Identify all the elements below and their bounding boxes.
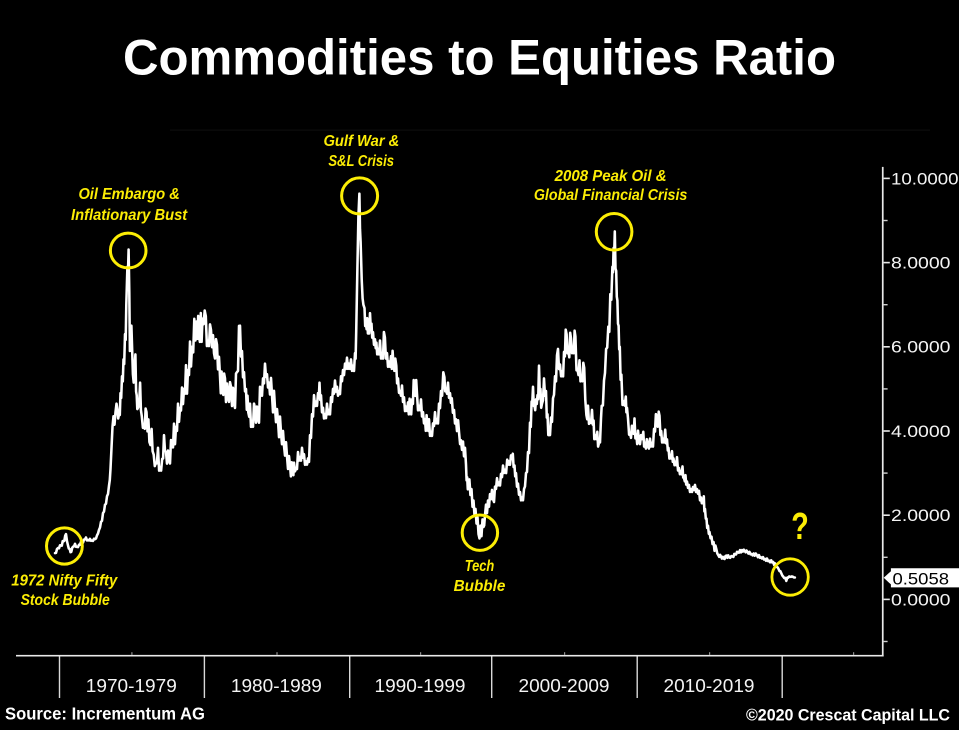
svg-text:1980-1989: 1980-1989 bbox=[231, 675, 322, 696]
svg-text:1990-1999: 1990-1999 bbox=[375, 675, 466, 696]
svg-text:0.5058: 0.5058 bbox=[893, 570, 950, 589]
svg-text:6.0000: 6.0000 bbox=[891, 339, 951, 357]
svg-text:Gulf War &: Gulf War & bbox=[323, 133, 399, 150]
svg-text:Bubble: Bubble bbox=[454, 578, 506, 595]
svg-text:Tech: Tech bbox=[465, 558, 495, 575]
svg-text:2008 Peak Oil &: 2008 Peak Oil & bbox=[554, 168, 667, 185]
svg-text:8.0000: 8.0000 bbox=[891, 255, 951, 273]
svg-text:Stock Bubble: Stock Bubble bbox=[21, 592, 111, 609]
svg-text:0.0000: 0.0000 bbox=[891, 591, 951, 609]
svg-text:Oil Embargo &: Oil Embargo & bbox=[78, 186, 179, 203]
svg-text:2010-2019: 2010-2019 bbox=[664, 675, 755, 696]
svg-text:Inflationary Bust: Inflationary Bust bbox=[71, 207, 188, 224]
svg-text:Commodities to Equities Ratio: Commodities to Equities Ratio bbox=[123, 28, 836, 85]
svg-text:Global Financial Crisis: Global Financial Crisis bbox=[534, 187, 688, 204]
svg-text:Source: Incrementum AG: Source: Incrementum AG bbox=[5, 704, 205, 724]
svg-text:S&L Crisis: S&L Crisis bbox=[328, 153, 394, 170]
svg-text:2.0000: 2.0000 bbox=[891, 507, 951, 525]
svg-text:2000-2009: 2000-2009 bbox=[519, 675, 610, 696]
svg-text:4.0000: 4.0000 bbox=[891, 423, 951, 441]
svg-text:?: ? bbox=[791, 506, 809, 548]
svg-text:©2020 Crescat Capital LLC: ©2020 Crescat Capital LLC bbox=[746, 706, 950, 725]
svg-text:1972 Nifty Fifty: 1972 Nifty Fifty bbox=[11, 572, 118, 589]
svg-text:1970-1979: 1970-1979 bbox=[86, 675, 177, 696]
svg-text:10.0000: 10.0000 bbox=[891, 170, 959, 188]
